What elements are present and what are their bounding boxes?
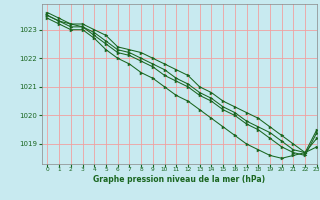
X-axis label: Graphe pression niveau de la mer (hPa): Graphe pression niveau de la mer (hPa): [93, 175, 265, 184]
